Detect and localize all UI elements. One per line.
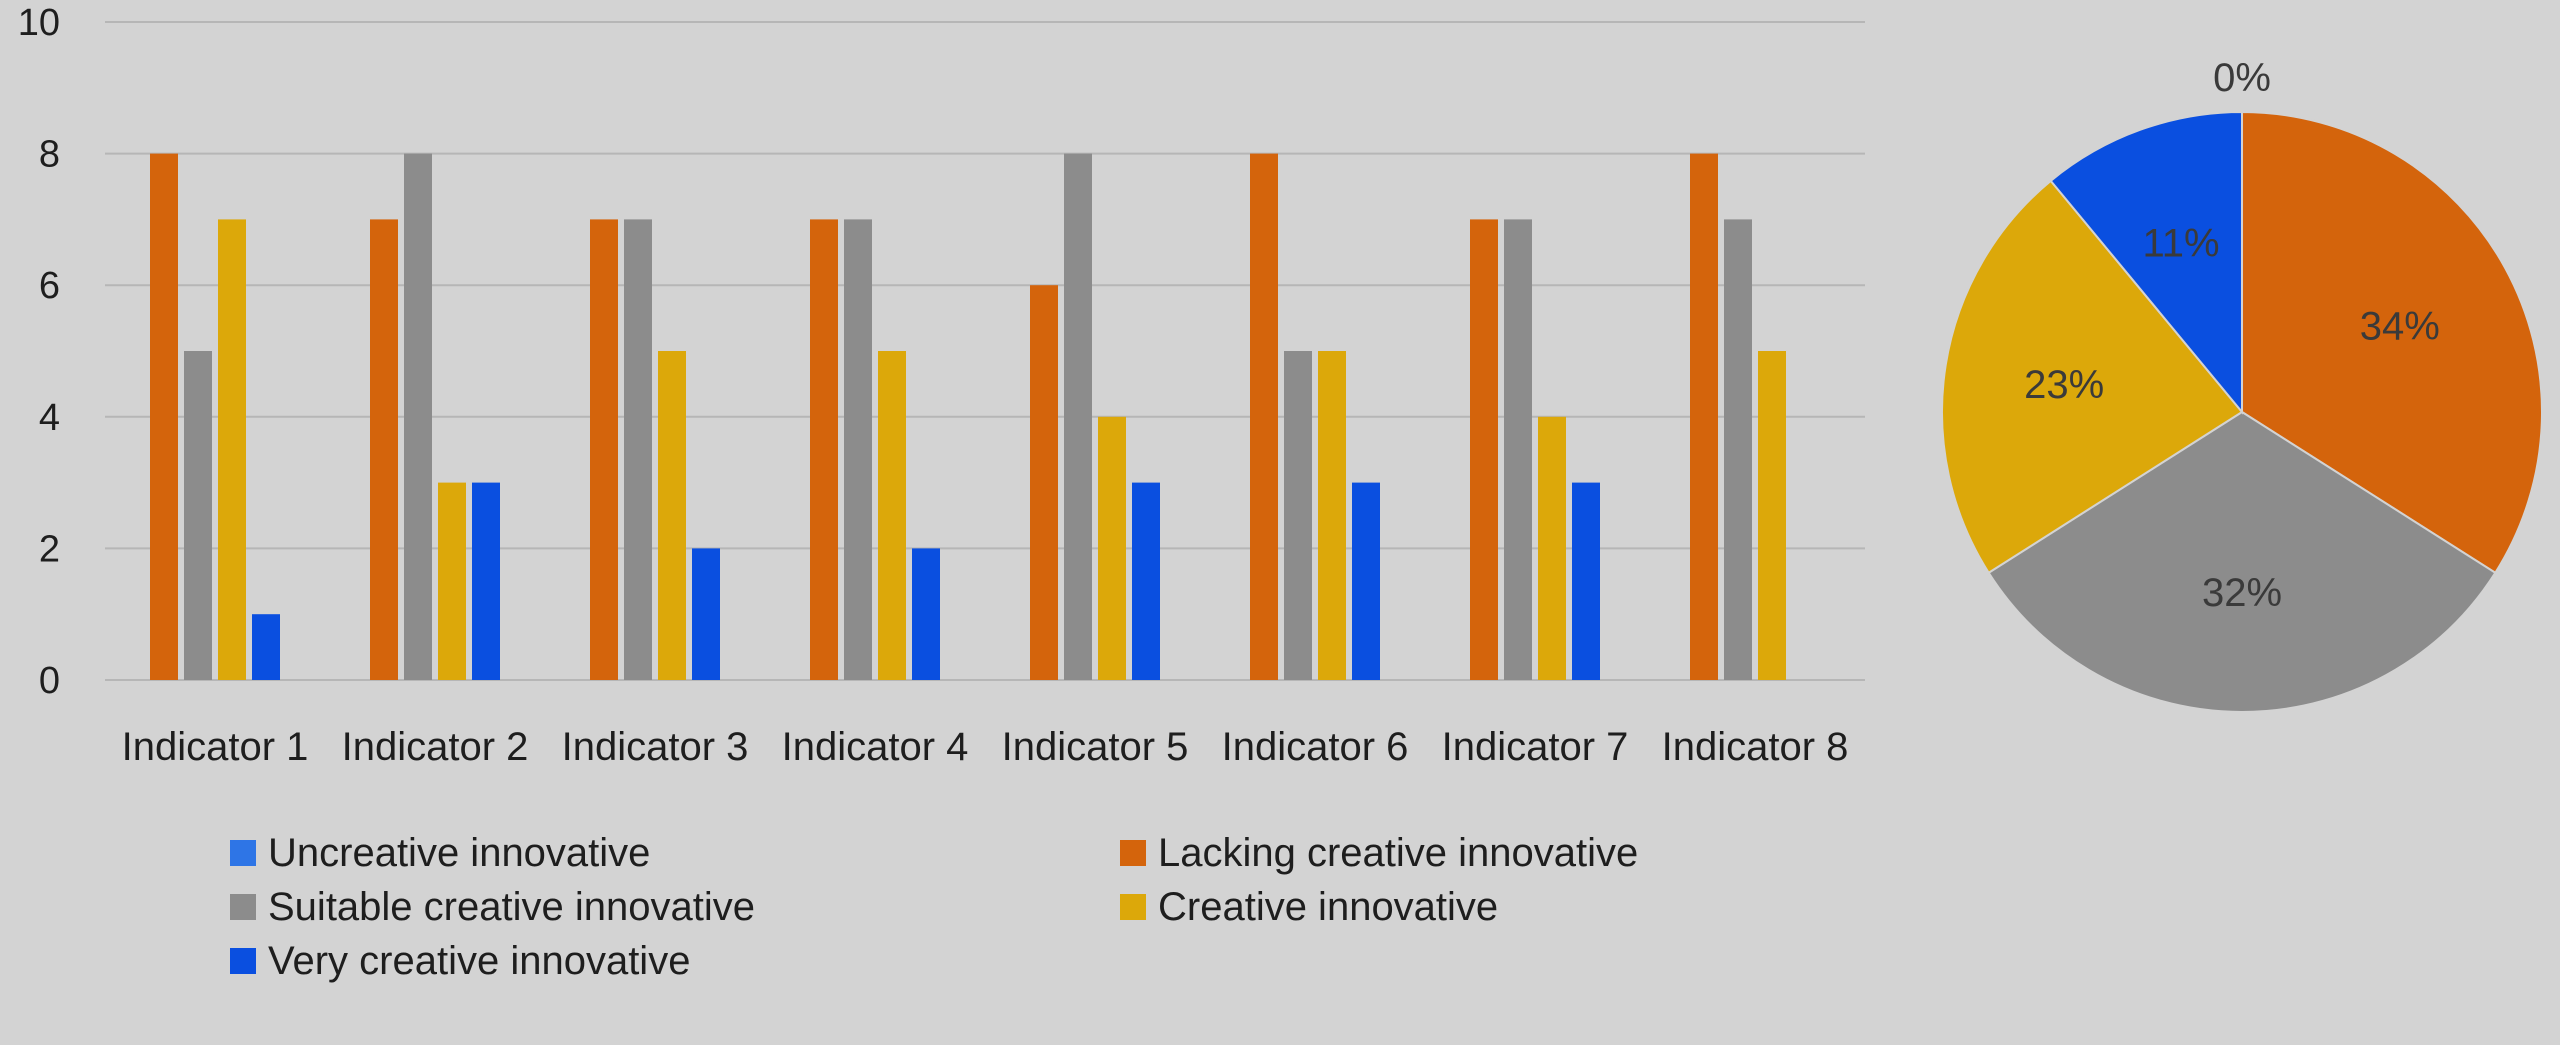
- y-tick-label: 0: [39, 660, 60, 702]
- bar: [1758, 351, 1786, 680]
- pie-chart: 34% 32% 23% 11% 0%: [1941, 56, 2543, 714]
- legend-item-suitable: Suitable creative innovative: [230, 882, 1120, 932]
- y-tick-label: 6: [39, 265, 60, 307]
- legend-label: Creative innovative: [1158, 884, 1499, 929]
- bar: [150, 153, 178, 681]
- bar: [912, 548, 940, 680]
- pie-data-label: 0%: [2213, 56, 2271, 100]
- legend-swatch: [230, 840, 256, 866]
- bar: [1064, 153, 1092, 681]
- x-axis: Indicator 1 Indicator 2 Indicator 3 Indicat…: [122, 725, 1849, 769]
- bar: [692, 548, 720, 680]
- x-tick-label: Indicator 6: [1222, 725, 1409, 769]
- pie-slice: [1941, 179, 2244, 575]
- bar: [624, 219, 652, 680]
- legend-label: Uncreative innovative: [268, 830, 651, 875]
- pie-data-label: 34%: [2360, 304, 2440, 348]
- legend-label: Suitable creative innovative: [268, 884, 755, 929]
- chart-legend: Uncreative innovative Lacking creative i…: [230, 828, 1830, 986]
- bar: [878, 351, 906, 680]
- bar: [1318, 351, 1346, 680]
- bar: [184, 351, 212, 680]
- pie-slice: [2049, 110, 2243, 415]
- bar: [1572, 482, 1600, 680]
- x-tick-label: Indicator 5: [1002, 725, 1189, 769]
- grid-lines: [105, 21, 1865, 681]
- pie-slice: [1987, 410, 2497, 714]
- x-tick-label: Indicator 8: [1662, 725, 1849, 769]
- bar: [1470, 219, 1498, 680]
- pie-labels: 34% 32% 23% 11% 0%: [2024, 56, 2440, 615]
- pie-data-label: 23%: [2024, 363, 2104, 407]
- x-tick-label: Indicator 7: [1442, 725, 1629, 769]
- bar: [1250, 153, 1278, 681]
- bar: [658, 351, 686, 680]
- bar: [1504, 219, 1532, 680]
- bar: [404, 153, 432, 681]
- legend-label: Lacking creative innovative: [1158, 830, 1639, 875]
- y-tick-label: 10: [18, 2, 60, 44]
- bar: [1690, 153, 1718, 681]
- pie-data-label: 32%: [2202, 571, 2282, 615]
- legend-item-uncreative: Uncreative innovative: [230, 828, 1120, 878]
- bar: [1030, 285, 1058, 680]
- bar-series: [150, 153, 1786, 681]
- bar: [844, 219, 872, 680]
- bar: [1352, 482, 1380, 680]
- legend-label: Very creative innovative: [268, 938, 691, 983]
- legend-swatch: [230, 948, 256, 974]
- x-tick-label: Indicator 4: [782, 725, 969, 769]
- legend-swatch: [1120, 840, 1146, 866]
- legend-swatch: [230, 894, 256, 920]
- pie-slices: [1941, 110, 2543, 714]
- x-tick-label: Indicator 2: [342, 725, 529, 769]
- x-tick-label: Indicator 1: [122, 725, 309, 769]
- bar: [370, 219, 398, 680]
- y-tick-label: 8: [39, 134, 60, 176]
- bar: [218, 219, 246, 680]
- bar: [472, 482, 500, 680]
- bar: [1132, 482, 1160, 680]
- x-tick-label: Indicator 3: [562, 725, 749, 769]
- bar: [252, 614, 280, 680]
- bar: [810, 219, 838, 680]
- legend-item-creative: Creative innovative: [1120, 882, 1830, 932]
- pie-data-label: 11%: [2142, 222, 2219, 266]
- legend-item-lacking: Lacking creative innovative: [1120, 828, 1830, 878]
- bar: [1098, 416, 1126, 680]
- legend-item-very-creative: Very creative innovative: [230, 936, 1120, 986]
- bar: [1724, 219, 1752, 680]
- y-axis: 0 2 4 6 8 10: [18, 2, 60, 702]
- y-tick-label: 4: [39, 397, 60, 439]
- y-tick-label: 2: [39, 528, 60, 570]
- pie-slice: [2241, 110, 2543, 575]
- bar: [1538, 416, 1566, 680]
- bar: [590, 219, 618, 680]
- bar: [1284, 351, 1312, 680]
- legend-swatch: [1120, 894, 1146, 920]
- bar: [438, 482, 466, 680]
